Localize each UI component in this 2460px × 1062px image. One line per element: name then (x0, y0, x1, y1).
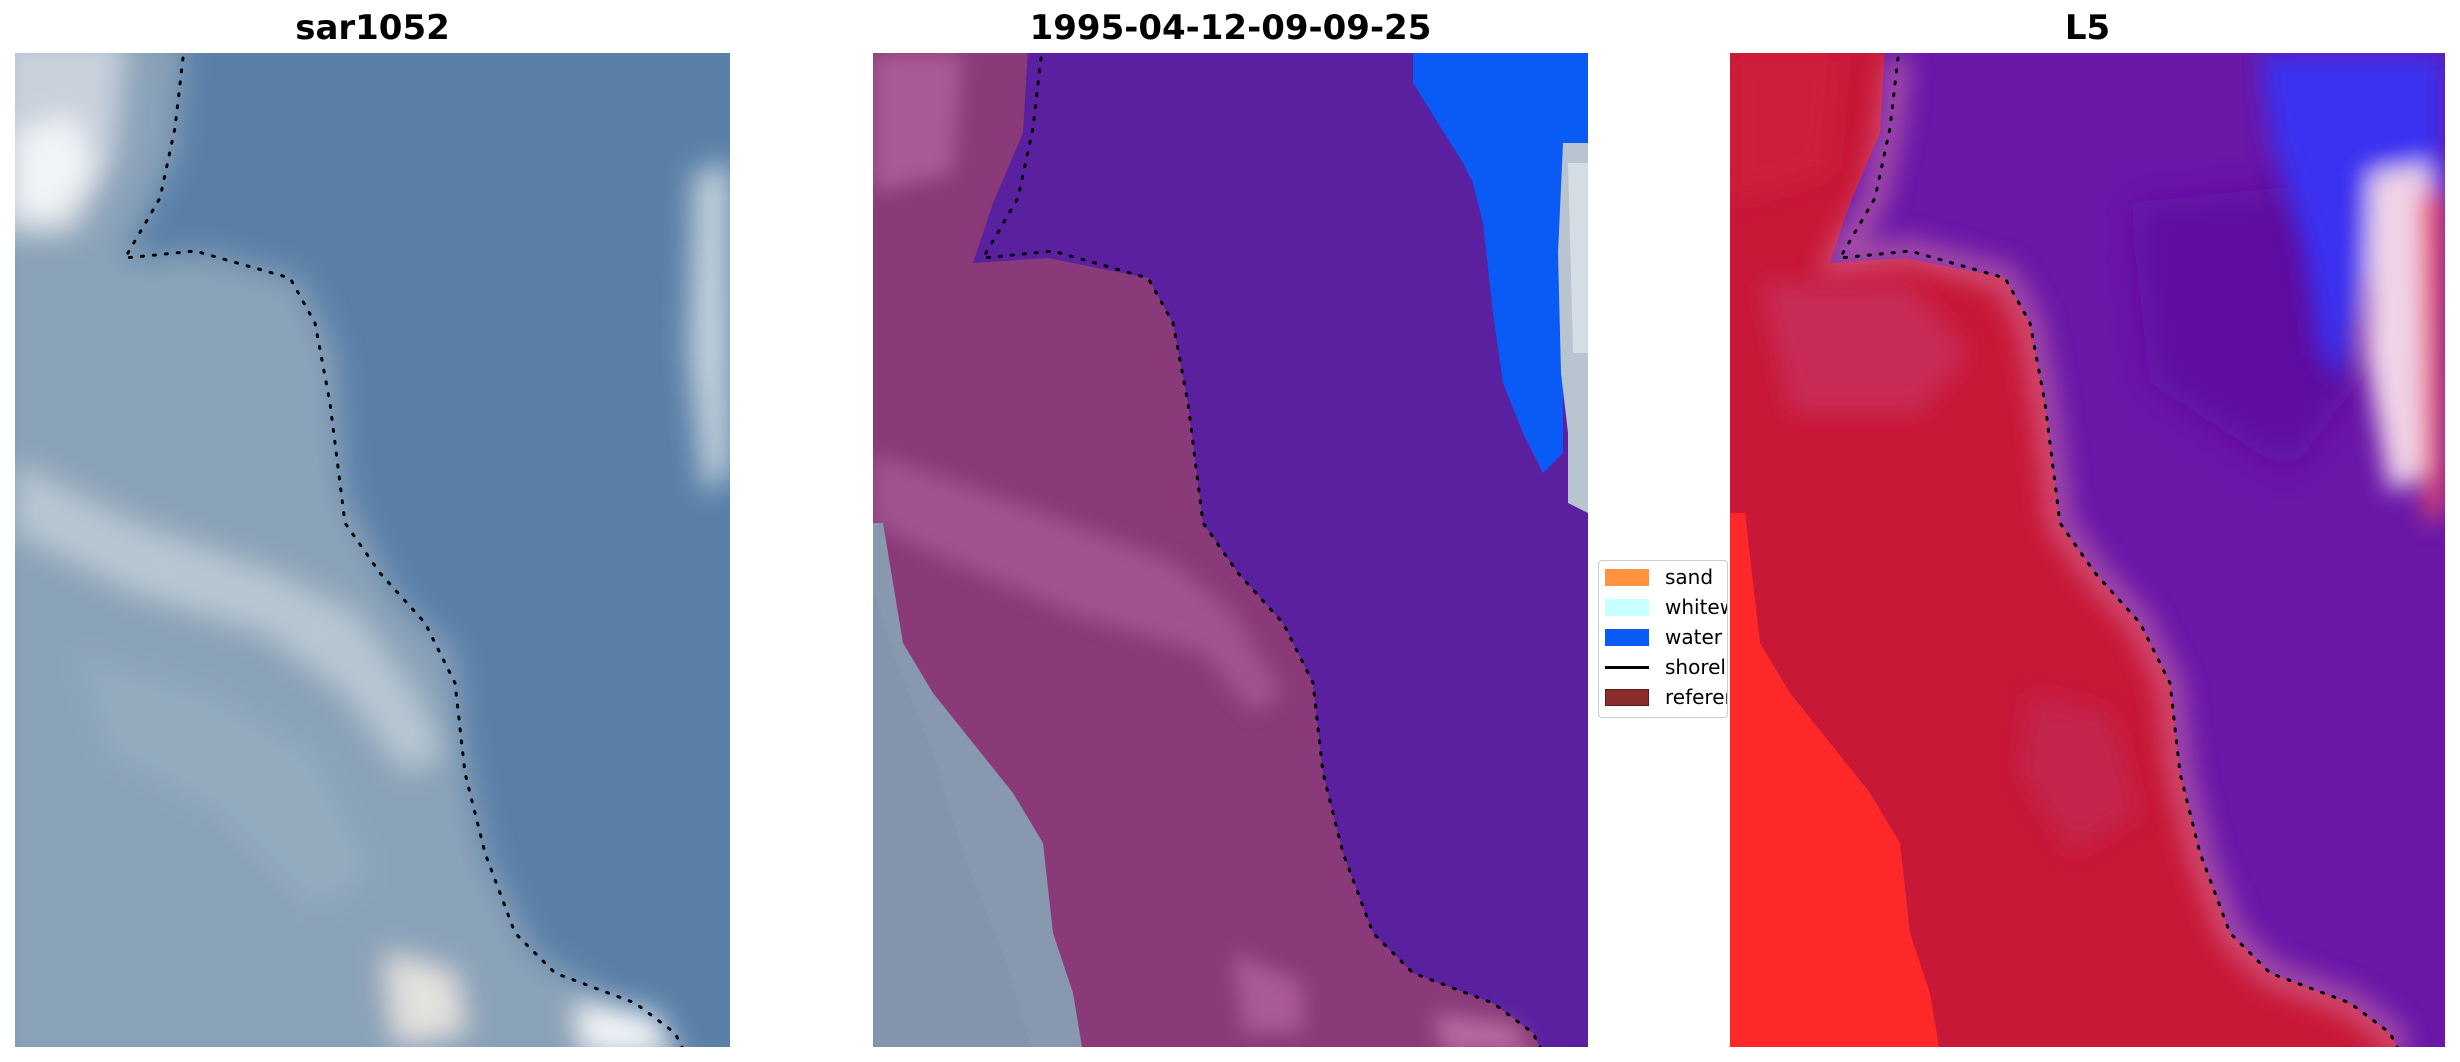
legend-item-reference: reference (1605, 685, 1727, 709)
sand-swatch (1605, 568, 1649, 586)
l5-image (1730, 53, 2445, 1047)
water-swatch (1605, 628, 1649, 646)
l5-image-panel (1730, 53, 2445, 1047)
panel-title-l5: L5 (2064, 8, 2111, 48)
panel-title-classified: 1995-04-12-09-09-25 (1029, 8, 1432, 48)
reference-swatch (1605, 688, 1649, 706)
panel-title-rgb: sar1052 (295, 8, 450, 48)
whitewater-swatch (1605, 598, 1649, 616)
legend-label: reference (1665, 685, 1727, 709)
reference-shoreline (122, 56, 684, 1047)
rgb-image (15, 53, 730, 1047)
rgb-image-panel (15, 53, 730, 1047)
legend-item-water: water (1605, 625, 1722, 649)
legend-item-shoreline: shoreline (1605, 655, 1727, 679)
legend-item-sand: sand (1605, 565, 1713, 589)
legend-label: water (1665, 625, 1722, 649)
legend-label: shoreline (1665, 655, 1727, 679)
classified-image (873, 53, 1588, 1047)
shoreline-swatch (1605, 665, 1649, 669)
classified-image-panel (873, 53, 1588, 1047)
legend-label: sand (1665, 565, 1714, 589)
reference-shoreline (1837, 56, 2399, 1047)
reference-shoreline (980, 56, 1542, 1047)
